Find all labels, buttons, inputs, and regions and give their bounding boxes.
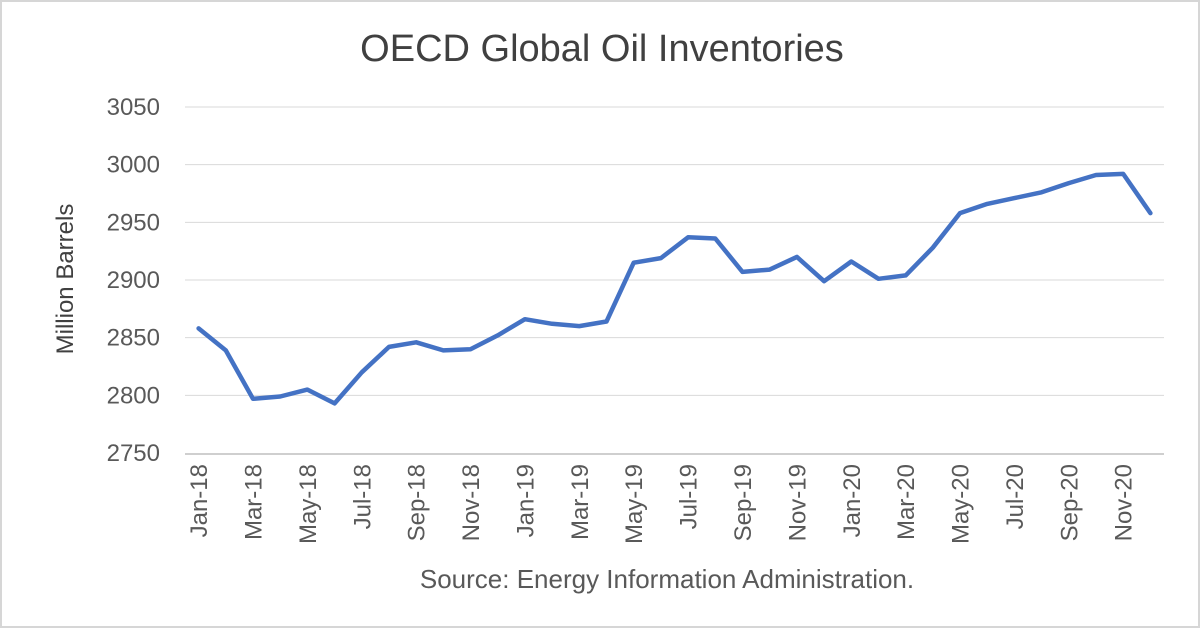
x-tick-label: Mar-20 [893,464,920,540]
y-tick-label: 2750 [107,440,160,467]
source-note: Source: Energy Information Administratio… [419,564,915,594]
y-tick-label: 2800 [107,382,160,409]
x-tick-label: May-20 [948,464,975,544]
x-tick-label: Jul-20 [1002,464,1029,529]
x-tick-label: Jul-19 [676,464,703,529]
x-tick-label: Sep-19 [730,464,757,541]
x-tick-label: Jan-19 [512,464,539,537]
y-axis-title: Million Barrels [52,203,79,355]
x-tick-label: Jan-18 [186,464,213,537]
y-tick-label: 3050 [107,94,160,121]
x-tick-label: Jul-18 [349,464,376,529]
y-tick-label: 2950 [107,209,160,236]
x-tick-label: Jan-20 [839,464,866,537]
x-tick-label: Mar-18 [240,464,267,540]
x-tick-label: Sep-20 [1056,464,1083,541]
x-tick-label: Nov-18 [458,464,485,541]
y-tick-label: 2850 [107,325,160,352]
inventory-line-series [196,171,1153,406]
x-tick-label: May-19 [621,464,648,544]
x-tick-label: Sep-18 [404,464,431,541]
x-tick-label: Mar-19 [567,464,594,540]
x-tick-label: Nov-20 [1111,464,1138,541]
x-tick-label: Nov-19 [784,464,811,541]
chart-title: OECD Global Oil Inventories [360,28,844,70]
x-tick-label: May-18 [295,464,322,544]
y-tick-label: 3000 [107,152,160,179]
y-tick-label: 2900 [107,267,160,294]
